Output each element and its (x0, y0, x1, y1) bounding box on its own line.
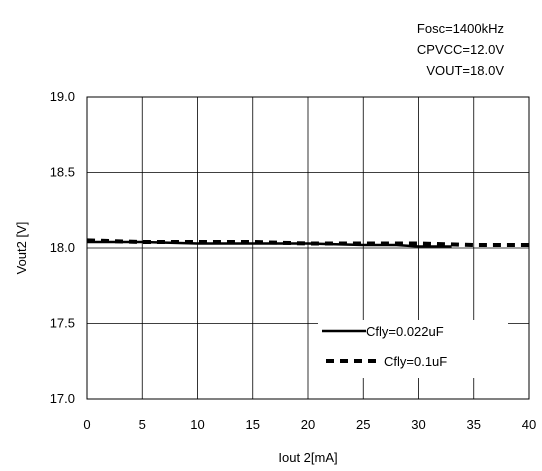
x-tick-label: 40 (522, 417, 536, 432)
legend-box (318, 320, 508, 378)
x-tick-label: 35 (467, 417, 481, 432)
x-tick-label: 15 (246, 417, 260, 432)
condition-fosc: Fosc=1400kHz (416, 21, 504, 36)
y-tick-label: 17.5 (50, 316, 75, 331)
y-tick-label: 17.0 (50, 391, 75, 406)
x-tick-label: 5 (139, 417, 146, 432)
y-tick-label: 19.0 (50, 89, 75, 104)
x-tick-label: 25 (356, 417, 370, 432)
legend-label-cfly-01: Cfly=0.1uF (384, 354, 447, 369)
plot-area (86, 96, 530, 400)
legend-label-cfly-0022: Cfly=0.022uF (366, 324, 444, 339)
x-tick-label: 30 (411, 417, 425, 432)
y-tick-label: 18.5 (50, 165, 75, 180)
x-tick-label: 10 (190, 417, 204, 432)
condition-cpvcc: CPVCC=12.0V (416, 42, 504, 57)
x-tick-label: 0 (83, 417, 90, 432)
y-tick-label: 18.0 (50, 240, 75, 255)
x-tick-label: 20 (301, 417, 315, 432)
axis-ticks: 0 5 10 15 20 25 30 35 40 17.0 17.5 18.0 18.5 19.0 (50, 89, 537, 432)
y-axis-label: Vout2 [V] (14, 222, 29, 275)
series (86, 238, 529, 248)
x-axis-label: Iout 2[mA] (278, 450, 337, 465)
condition-vout: VOUT=18.0V (426, 63, 504, 78)
legend: Cfly=0.022uF Cfly=0.1uF (318, 320, 508, 378)
series-line-1 (86, 238, 529, 247)
